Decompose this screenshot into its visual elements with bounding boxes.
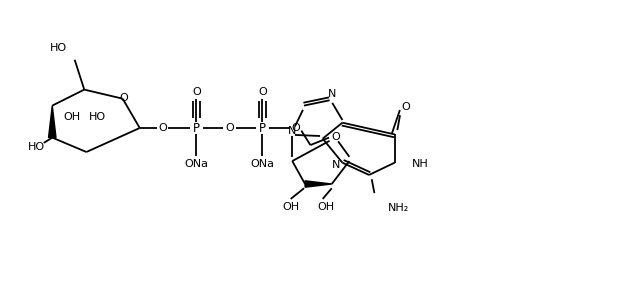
Text: O: O xyxy=(292,123,300,133)
Polygon shape xyxy=(49,105,56,138)
Text: O: O xyxy=(332,132,340,142)
Text: P: P xyxy=(193,122,200,134)
Text: HO: HO xyxy=(28,142,45,152)
Text: NH₂: NH₂ xyxy=(388,203,410,213)
Text: HO: HO xyxy=(88,112,106,122)
Text: O: O xyxy=(225,123,234,133)
Text: O: O xyxy=(401,102,410,112)
Text: N: N xyxy=(328,89,337,99)
Text: OH: OH xyxy=(282,202,300,212)
Text: O: O xyxy=(192,87,201,97)
Text: P: P xyxy=(259,122,266,134)
Text: N: N xyxy=(332,160,340,170)
Text: O: O xyxy=(258,87,267,97)
Text: OH: OH xyxy=(63,112,81,122)
Text: O: O xyxy=(119,93,128,103)
Text: N: N xyxy=(288,126,296,136)
Text: O: O xyxy=(158,123,167,133)
Text: ONa: ONa xyxy=(184,159,208,169)
Text: NH: NH xyxy=(412,159,429,169)
Text: ONa: ONa xyxy=(250,159,275,169)
Text: OH: OH xyxy=(318,202,335,212)
Polygon shape xyxy=(305,181,332,187)
Text: HO: HO xyxy=(50,43,67,53)
